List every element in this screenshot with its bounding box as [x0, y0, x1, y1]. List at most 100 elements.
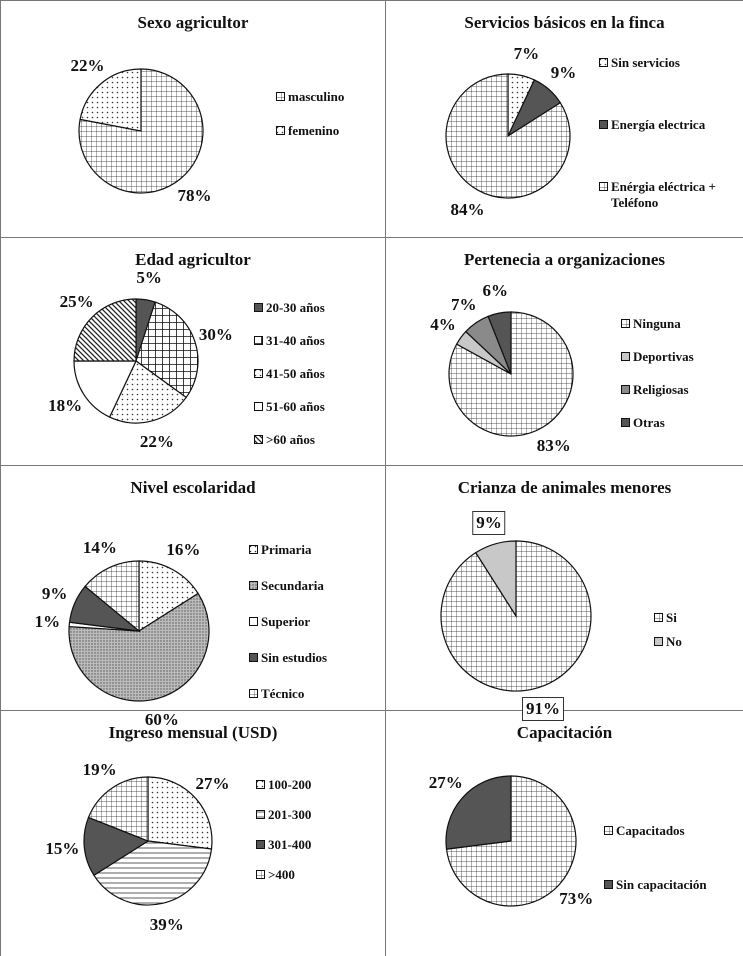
legend-swatch — [621, 319, 630, 328]
pie-area — [73, 298, 199, 424]
legend-swatch — [654, 637, 663, 646]
pie-slice — [474, 540, 517, 619]
legend-item: Enérgia eléctrica + Teléfono — [599, 179, 743, 211]
legend-item: femenino — [276, 123, 396, 139]
legend-item: Sin servicios — [599, 55, 743, 71]
value-label: 73% — [559, 888, 594, 908]
legend-item: Otras — [621, 415, 741, 431]
pie-slice — [135, 301, 199, 399]
pie-slice — [445, 775, 512, 850]
pie-area — [448, 311, 574, 437]
pie-area — [440, 540, 592, 692]
legend-text: Enérgia eléctrica + Teléfono — [611, 179, 716, 210]
legend-swatch — [604, 826, 613, 835]
legend-swatch — [254, 303, 263, 312]
value-label: 7% — [451, 294, 477, 314]
value-label: 25% — [59, 291, 94, 311]
legend-text: Capacitados — [616, 823, 685, 838]
chart-title: Crianza de animales menores — [457, 478, 672, 497]
value-label: 18% — [48, 396, 83, 415]
value-label: 4% — [430, 314, 456, 334]
legend-item: Capacitados — [604, 823, 743, 839]
legend-item: Si — [654, 610, 734, 626]
legend-text: Sin servicios — [611, 55, 680, 70]
legend-swatch — [276, 126, 285, 135]
legend-item: 31-40 años — [254, 333, 374, 349]
value-label: 9% — [472, 510, 506, 535]
legend-item: No — [654, 634, 734, 650]
legend-text: Deportivas — [633, 349, 694, 364]
value-label: 30% — [198, 325, 233, 345]
legend-item: Técnico — [249, 686, 379, 702]
legend-text: femenino — [288, 123, 340, 138]
legend-swatch — [621, 385, 630, 394]
chart-title: Nivel escolaridad — [130, 478, 256, 497]
legend-text: 51-60 años — [266, 399, 325, 414]
pie-area — [83, 776, 213, 906]
legend-swatch — [621, 418, 630, 427]
legend-item: 41-50 años — [254, 366, 374, 382]
legend-text: 20-30 años — [266, 300, 325, 315]
chart-panel: 5% 30% 22% 18% 25% 20-30 años 31-40 años 41-50 … — [1, 238, 386, 466]
pie-slice — [73, 298, 137, 362]
legend-text: masculino — [288, 89, 345, 104]
value-label: 84% — [450, 199, 485, 219]
chart-panel: 16% 60% 1% 9% 14% Primaria Secundaria Superior S… — [1, 466, 386, 729]
pie-slice — [487, 311, 512, 375]
legend-text: Técnico — [261, 686, 305, 701]
pie-area — [445, 775, 577, 907]
legend-text: >400 — [268, 867, 295, 882]
legend-item: Religiosas — [621, 382, 741, 398]
value-label: 5% — [136, 268, 162, 288]
value-label: 14% — [82, 537, 117, 557]
legend-swatch — [256, 810, 265, 819]
chart-title: Servicios básicos en la finca — [464, 13, 665, 32]
value-label: 22% — [139, 432, 174, 452]
legend-item: Sin estudios — [249, 650, 379, 666]
value-label: 16% — [166, 540, 201, 560]
legend-text: Sin capacitación — [616, 877, 707, 892]
pie-slice — [138, 560, 199, 633]
value-label: 9% — [41, 584, 68, 604]
chart-panel: 27% 39% 15% 19% 100-200 201-300 301-400 >400 Ing… — [1, 711, 386, 956]
legend-swatch — [249, 689, 258, 698]
legend-item: Energía electrica — [599, 117, 743, 133]
legend-text: 301-400 — [268, 837, 312, 852]
legend-swatch — [256, 840, 265, 849]
legend-swatch — [249, 653, 258, 662]
pie-area — [78, 68, 204, 194]
legend-text: 31-40 años — [266, 333, 325, 348]
value-label: 27% — [195, 774, 230, 794]
value-label: 19% — [82, 759, 117, 779]
pie-slice — [83, 816, 150, 877]
chart-title: Capacitación — [516, 723, 613, 742]
legend-text: 100-200 — [268, 777, 312, 792]
legend-text: Religiosas — [633, 382, 689, 397]
legend-item: Secundaria — [249, 578, 379, 594]
legend-swatch — [599, 120, 608, 129]
legend-text: Otras — [633, 415, 665, 430]
legend-item: 20-30 años — [254, 300, 374, 316]
legend-swatch — [254, 435, 263, 444]
value-label: 39% — [149, 914, 184, 934]
legend-text: Energía electrica — [611, 117, 706, 132]
legend-swatch — [276, 92, 285, 101]
legend-swatch — [604, 880, 613, 889]
legend-item: Ninguna — [621, 316, 741, 332]
legend-item: 51-60 años — [254, 399, 374, 415]
legend-swatch — [654, 613, 663, 622]
legend-text: No — [666, 634, 682, 649]
legend-swatch — [256, 780, 265, 789]
value-label: 60% — [144, 710, 179, 730]
legend-item: 100-200 — [256, 777, 356, 793]
pie-slice — [79, 68, 142, 132]
legend-swatch — [256, 870, 265, 879]
value-label: 1% — [34, 612, 61, 632]
chart-title: Edad agricultor — [135, 250, 251, 269]
legend-item: Deportivas — [621, 349, 741, 365]
legend-swatch — [254, 369, 263, 378]
legend-text: 201-300 — [268, 807, 312, 822]
legend-swatch — [254, 402, 263, 411]
pie-slice — [73, 360, 137, 418]
